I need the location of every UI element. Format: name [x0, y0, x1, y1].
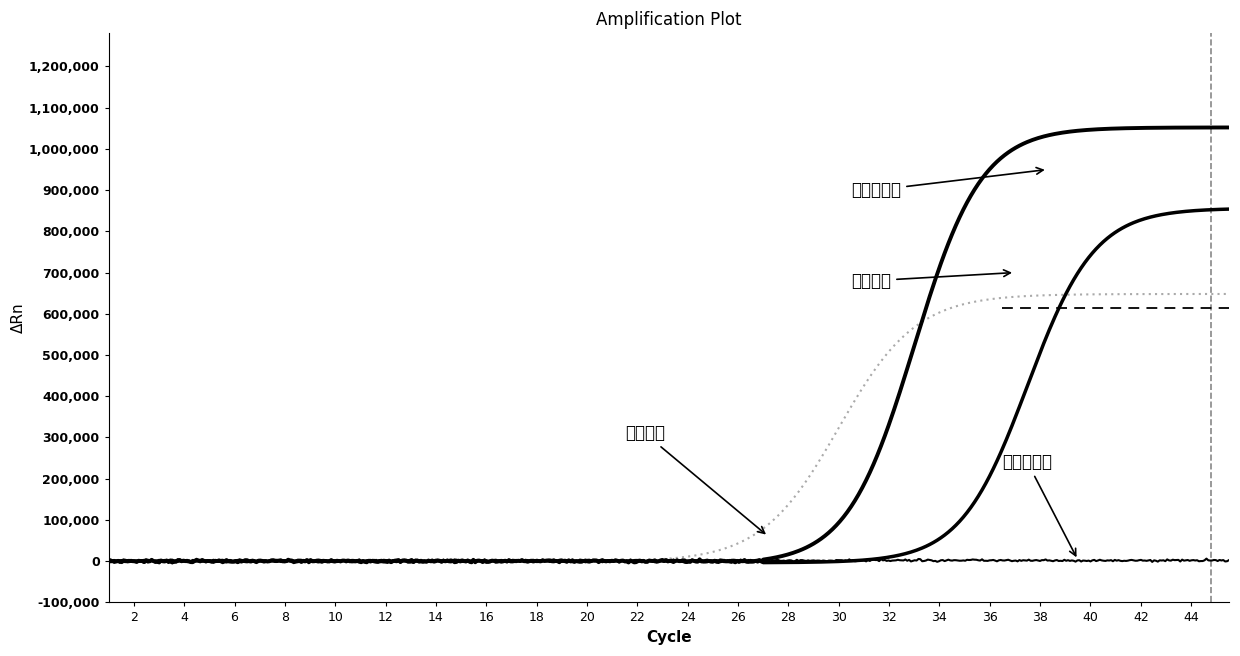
Text: 临床样本: 临床样本 [852, 270, 1011, 290]
Text: 阳性质控品: 阳性质控品 [852, 167, 1043, 199]
Text: 阴性质控品: 阴性质控品 [1002, 453, 1076, 556]
X-axis label: Cycle: Cycle [646, 630, 692, 645]
Title: Amplification Plot: Amplification Plot [596, 11, 742, 29]
Y-axis label: ΔRn: ΔRn [11, 302, 26, 333]
Text: 内标通道: 内标通道 [625, 424, 765, 533]
